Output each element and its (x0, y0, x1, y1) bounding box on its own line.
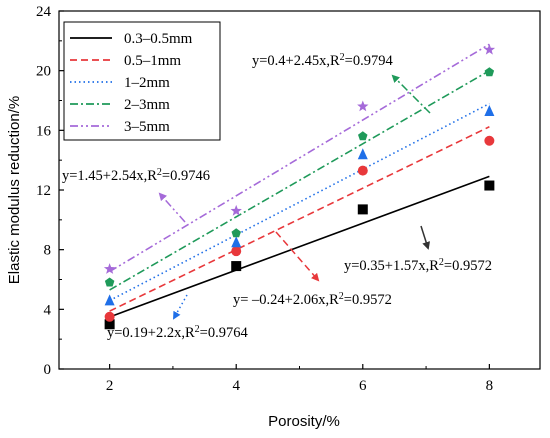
x-tick-label: 2 (106, 378, 114, 394)
y-axis-title: Elastic modulus reduction/% (6, 96, 23, 284)
annotation-arrow (420, 225, 430, 250)
y-tick-label: 12 (36, 183, 51, 199)
data-point (357, 165, 368, 176)
fit-equation: y=1.45+2.54x,R2=0.9746 (62, 167, 210, 185)
data-point (484, 180, 495, 191)
data-point (231, 236, 242, 248)
data-point (483, 43, 496, 55)
data-point (104, 294, 115, 306)
y-tick-label: 8 (44, 243, 52, 259)
fit-line (109, 43, 490, 273)
fit-line (109, 69, 490, 291)
data-point (484, 67, 495, 77)
annotation-arrow (158, 192, 186, 223)
annotation-arrow (173, 294, 188, 320)
data-markers (103, 43, 496, 330)
data-point (230, 204, 242, 216)
x-tick-label: 6 (359, 378, 367, 394)
fit-line (109, 126, 490, 312)
x-axis-title: Porosity/% (268, 413, 340, 430)
x-tick-label: 8 (486, 378, 494, 394)
fit-equation: y=0.4+2.45x,R2=0.9794 (252, 52, 393, 70)
y-tick-label: 20 (36, 64, 51, 80)
data-point (484, 135, 495, 146)
annotations: y=0.35+1.57x,R2=0.9572 y= –0.24+2.06x,R2=… (62, 52, 492, 342)
legend-label: 1–2mm (124, 75, 170, 91)
data-point (231, 228, 241, 238)
data-point (104, 311, 115, 322)
y-tick-label: 16 (36, 123, 52, 139)
fit-line (109, 175, 490, 318)
annotation-arrow (275, 231, 320, 282)
legend-label: 0.5–1mm (124, 53, 181, 69)
fit-line (109, 102, 490, 302)
y-tick-label: 0 (44, 362, 52, 378)
data-point (357, 204, 368, 215)
annotation-arrow (391, 74, 431, 114)
data-point (231, 246, 242, 257)
legend-label: 3–5mm (124, 119, 170, 135)
y-tick-label: 24 (36, 4, 52, 20)
data-point (357, 148, 368, 160)
data-point (484, 104, 495, 116)
legend-label: 2–3mm (124, 97, 170, 113)
data-point (231, 261, 242, 272)
fit-equation: y=0.19+2.2x,R2=0.9764 (107, 324, 248, 342)
legend-box (63, 21, 221, 141)
fit-equation: y= –0.24+2.06x,R2=0.9572 (233, 291, 392, 309)
data-point (104, 319, 115, 330)
legend-label: 0.3–0.5mm (124, 31, 193, 47)
data-point (357, 100, 369, 112)
y-tick-label: 4 (44, 302, 52, 318)
x-tick-label: 4 (232, 378, 240, 394)
fit-equation: y=0.35+1.57x,R2=0.9572 (344, 257, 492, 275)
data-point (104, 277, 115, 287)
data-point (103, 263, 116, 274)
legend: 0.3–0.5mm 0.5–1mm 1–2mm 2–3mm 3–5mm (63, 21, 221, 141)
data-point (358, 131, 368, 141)
fit-lines (109, 43, 490, 318)
